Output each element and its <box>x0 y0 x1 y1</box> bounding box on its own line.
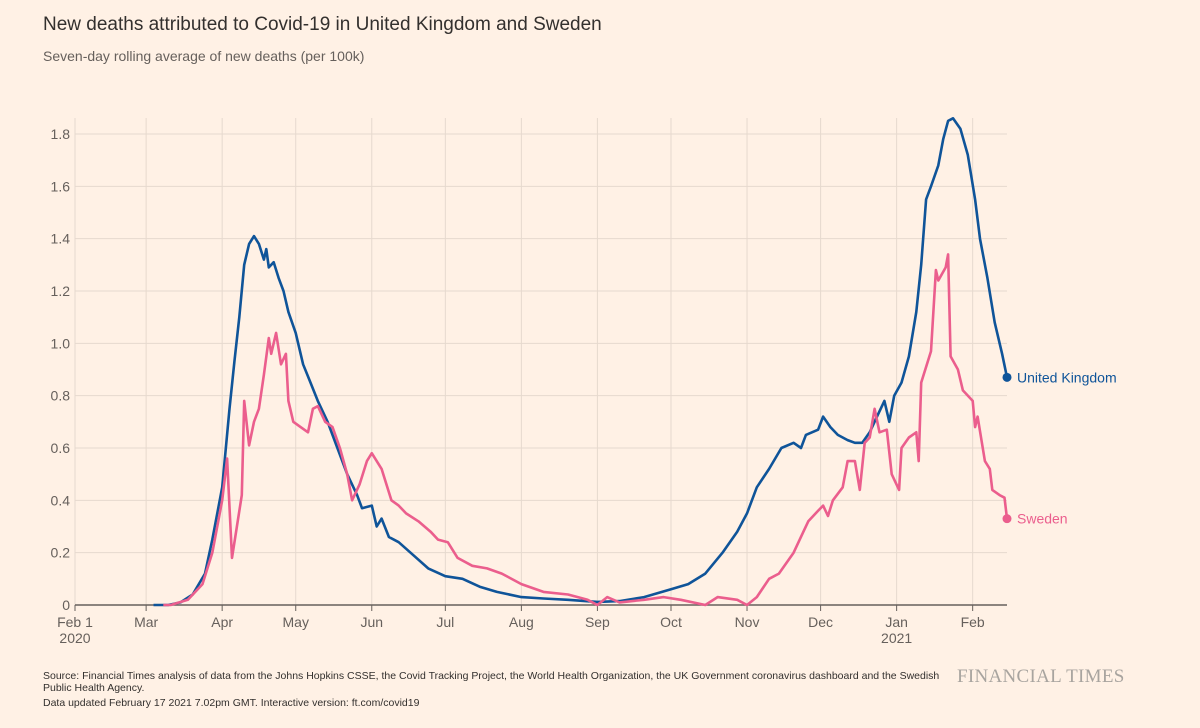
x-tick-label: May <box>283 614 309 630</box>
x-tick-label: Mar <box>134 614 158 630</box>
y-tick-label: 0.4 <box>51 492 71 508</box>
series-end-marker-sweden <box>1002 514 1012 524</box>
source-note: Source: Financial Times analysis of data… <box>43 670 940 694</box>
x-tick-label: Jun <box>360 614 383 630</box>
series-line-united-kingdom <box>153 117 1009 607</box>
x-tick-label: Jul <box>436 614 454 630</box>
x-tick-label: Feb <box>961 614 985 630</box>
x-tick-label: Sep <box>585 614 610 630</box>
y-tick-label: 0.6 <box>51 440 71 456</box>
chart-title: New deaths attributed to Covid-19 in Uni… <box>43 14 602 35</box>
update-note: Data updated February 17 2021 7.02pm GMT… <box>43 697 420 709</box>
y-tick-label: 1.8 <box>51 126 71 142</box>
chart-subtitle: Seven-day rolling average of new deaths … <box>43 48 365 64</box>
series-label-sweden: Sweden <box>1017 511 1068 527</box>
series-line-sweden <box>163 253 1009 607</box>
x-tick-label: Nov <box>735 614 760 630</box>
x-tick-sublabel: 2021 <box>881 630 912 646</box>
y-tick-label: 1.6 <box>51 178 71 194</box>
x-tick-label: Feb 1 <box>57 614 93 630</box>
y-tick-label: 1.4 <box>51 231 71 247</box>
series-end-marker-united-kingdom <box>1002 372 1012 382</box>
y-tick-label: 0.2 <box>51 545 71 561</box>
x-tick-label: Dec <box>808 614 833 630</box>
ft-logo: FINANCIAL TIMES <box>957 666 1125 687</box>
y-tick-label: 0 <box>62 597 70 613</box>
x-tick-sublabel: 2020 <box>59 630 90 646</box>
x-tick-label: Aug <box>509 614 534 630</box>
y-tick-label: 0.8 <box>51 388 71 404</box>
x-tick-label: Apr <box>211 614 233 630</box>
y-tick-label: 1.0 <box>51 335 71 351</box>
x-tick-label: Jan <box>885 614 908 630</box>
series-label-united-kingdom: United Kingdom <box>1017 369 1117 385</box>
y-tick-label: 1.2 <box>51 283 71 299</box>
x-tick-label: Oct <box>660 614 682 630</box>
